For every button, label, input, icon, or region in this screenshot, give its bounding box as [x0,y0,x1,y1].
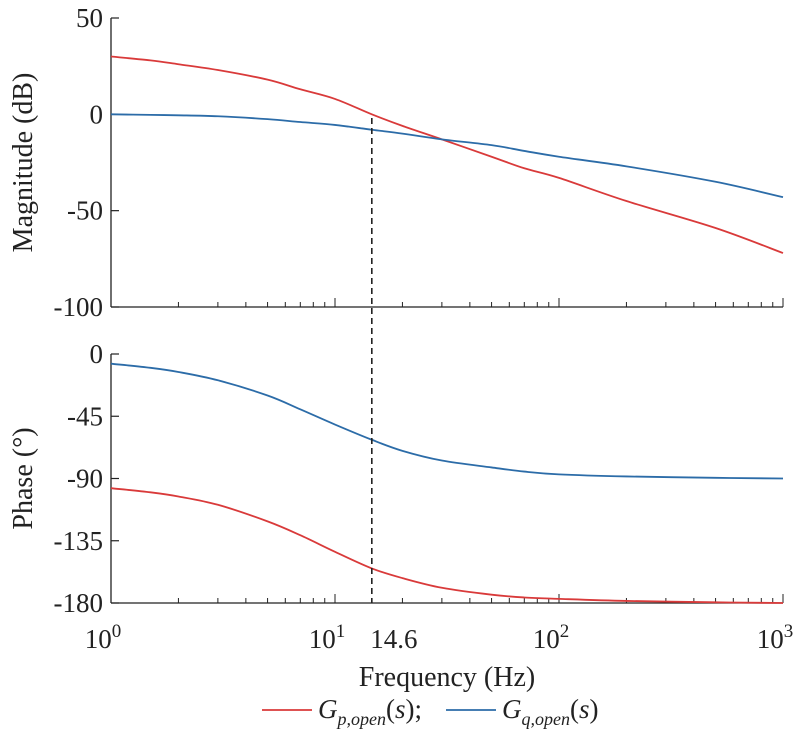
magnitude-gp-open-line [110,55,784,254]
x-tick-label: 101 [309,621,346,654]
phase-panel: 0 -45 -90 -135 -180 Phase (°) [8,339,784,618]
y-tick-label: 0 [90,339,104,369]
magnitude-panel: 50 0 -50 -100 Magnitude (dB) [8,3,784,322]
magnitude-gq-open-line [110,113,784,199]
y-tick-label: -180 [54,588,104,618]
y-tick-label: -45 [67,401,103,431]
legend-gq-label: Gq,open(s) [502,694,599,729]
legend-gp-label: Gp,open(s); [318,694,422,729]
legend: Gp,open(s); Gq,open(s) [262,694,599,729]
x-tick-label: 102 [533,621,570,654]
y-axis-title: Magnitude (dB) [8,73,39,253]
y-tick-label: 50 [76,3,103,33]
y-tick-label: -50 [67,196,103,226]
x-tick-label: 100 [85,621,122,654]
y-axis-title: Phase (°) [8,427,39,529]
phase-gp-open-line [110,487,784,604]
y-tick-label: -100 [54,292,104,322]
x-axis-title: Frequency (Hz) [359,662,535,693]
y-tick-label: -135 [54,526,104,556]
frequency-axis: 100 101 102 103 14.6 [85,621,794,654]
marker-label: 14.6 [370,624,417,654]
x-tick-label: 103 [757,621,794,654]
y-tick-label: 0 [90,99,104,129]
y-tick-label: -90 [67,464,103,494]
phase-gq-open-line [110,362,784,480]
